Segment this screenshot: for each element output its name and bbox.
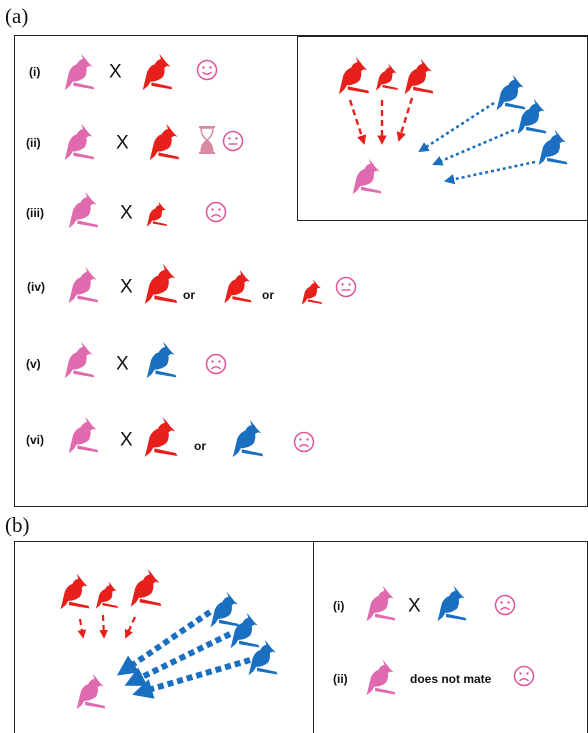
small-red-male-bird-icon xyxy=(375,63,399,91)
row-a-i-cross: X xyxy=(109,61,122,83)
row-a-iv-label: (iv) xyxy=(27,280,45,294)
does-not-mate-text: does not mate xyxy=(410,672,492,686)
row-a-iii-label: (iii) xyxy=(26,206,44,220)
red-arrow xyxy=(396,97,414,142)
red-male-bird-icon xyxy=(224,269,252,304)
red-arrow xyxy=(124,616,137,639)
panel-b-left-frame xyxy=(14,541,314,733)
female-bird-icon xyxy=(68,191,99,229)
blue-male-bird-icon xyxy=(232,419,264,458)
blue-male-bird-icon xyxy=(210,591,240,628)
female-bird-icon xyxy=(64,123,95,161)
panel-b-letter: (b) xyxy=(5,513,30,537)
row-a-ii-label: (ii) xyxy=(26,136,41,150)
row-a-i-label: (i) xyxy=(29,65,41,79)
female-bird-icon xyxy=(68,416,99,454)
red-male-bird-icon xyxy=(144,264,178,304)
row-a-vi-cross: X xyxy=(120,429,133,451)
female-bird-icon xyxy=(366,585,396,622)
red-arrow xyxy=(77,618,87,639)
blue-male-bird-icon xyxy=(230,612,260,649)
blue-male-bird-icon xyxy=(496,74,526,111)
red-male-bird-icon xyxy=(404,58,434,95)
blue-arrow xyxy=(116,609,212,676)
blue-male-bird-icon xyxy=(146,341,177,379)
row-a-iv-or-1: or xyxy=(183,288,195,302)
neutral-face-icon xyxy=(335,276,357,298)
sad-face-icon xyxy=(205,201,227,223)
female-bird-icon xyxy=(76,673,106,710)
red-male-bird-icon xyxy=(149,123,180,161)
blue-arrow xyxy=(132,657,251,699)
row-b-ii-label: (ii) xyxy=(333,672,348,686)
female-bird-icon xyxy=(366,659,396,696)
neutral-face-icon xyxy=(222,130,244,152)
panel-a-inset-frame xyxy=(297,36,588,221)
red-arrow xyxy=(348,99,367,145)
blue-arrow xyxy=(432,128,515,166)
red-arrow xyxy=(99,614,109,639)
row-b-i-cross: X xyxy=(408,595,421,617)
blue-male-bird-icon xyxy=(248,639,278,676)
row-a-v-label: (v) xyxy=(26,357,41,371)
sad-face-icon xyxy=(494,594,516,616)
row-a-v-cross: X xyxy=(116,353,129,375)
blue-male-bird-icon xyxy=(437,585,467,622)
red-male-bird-icon xyxy=(338,56,370,95)
small-red-male-bird-icon xyxy=(146,201,168,227)
female-bird-icon xyxy=(64,53,95,91)
female-bird-icon xyxy=(68,266,99,304)
red-male-bird-icon xyxy=(142,53,173,91)
small-red-male-bird-icon xyxy=(301,279,323,305)
blue-arrow xyxy=(124,631,232,686)
row-a-vi-label: (vi) xyxy=(26,433,44,447)
red-male-bird-icon xyxy=(144,417,178,457)
blue-male-bird-icon xyxy=(517,98,547,135)
red-male-bird-icon xyxy=(60,573,90,610)
row-a-vi-or: or xyxy=(194,439,206,453)
smiley-face-icon xyxy=(196,59,218,81)
female-bird-icon xyxy=(352,158,382,195)
row-a-ii-cross: X xyxy=(116,132,129,154)
hourglass-icon xyxy=(199,126,215,154)
blue-male-bird-icon xyxy=(538,129,568,166)
blue-arrow xyxy=(418,101,495,153)
blue-arrow xyxy=(443,160,536,185)
panel-a-letter: (a) xyxy=(5,4,29,28)
sad-face-icon xyxy=(513,665,535,687)
row-b-i-label: (i) xyxy=(333,599,345,613)
row-a-iv-or-2: or xyxy=(262,288,274,302)
sad-face-icon xyxy=(293,431,315,453)
sad-face-icon xyxy=(205,353,227,375)
row-a-iv-cross: X xyxy=(120,276,133,298)
row-a-iii-cross: X xyxy=(120,202,133,224)
female-bird-icon xyxy=(64,341,95,379)
small-red-male-bird-icon xyxy=(95,581,119,609)
red-male-bird-icon xyxy=(130,569,162,607)
